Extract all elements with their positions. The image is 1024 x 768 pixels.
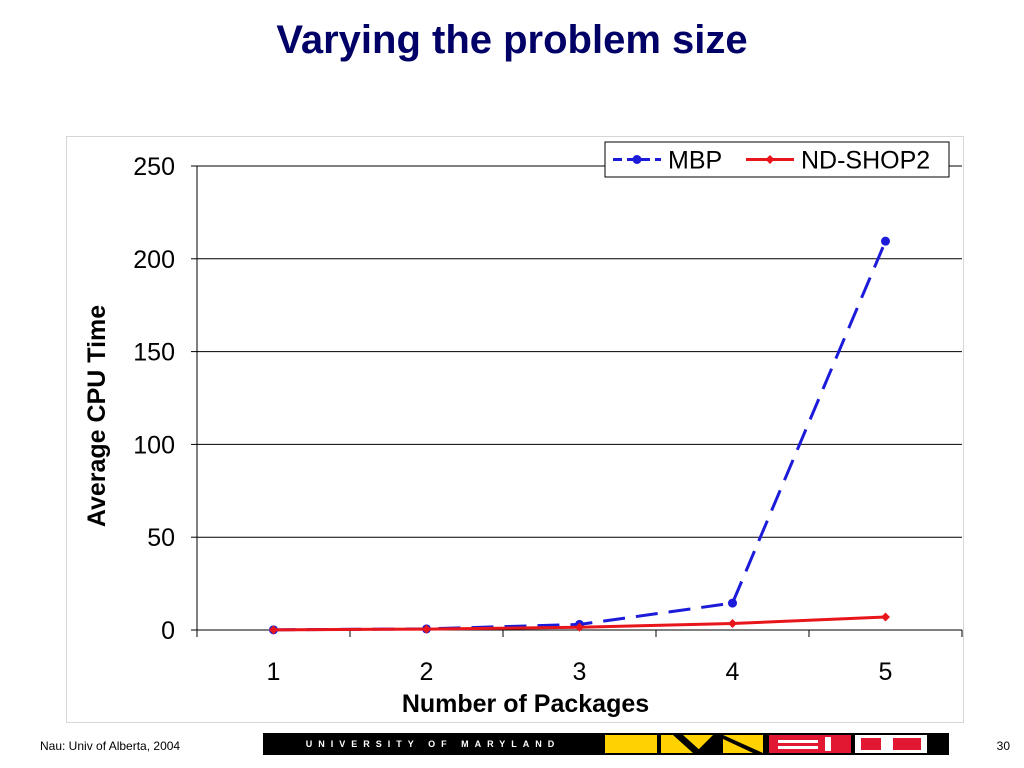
x-tick-label: 1 — [267, 658, 281, 686]
legend-marker-nd-shop2 — [765, 155, 775, 164]
data-point-nd-shop2 — [269, 625, 278, 635]
x-axis-title: Number of Packages — [402, 690, 649, 718]
maryland-flag-icon — [603, 733, 949, 755]
line-chart: 0 50 100 150 200 250 1 2 3 4 5 Number of Packages Av… — [83, 141, 963, 718]
x-tick-label: 5 — [879, 658, 893, 686]
y-tick-label: 0 — [161, 617, 175, 645]
page-number: 30 — [996, 739, 1010, 753]
y-tick-label: 150 — [133, 339, 175, 367]
y-tick-label: 250 — [133, 153, 175, 181]
y-tick-label: 100 — [133, 431, 175, 459]
data-point-nd-shop2 — [422, 624, 431, 634]
chart-frame: 0 50 100 150 200 250 1 2 3 4 5 Number of Packages Av… — [66, 136, 964, 723]
y-tick-label: 200 — [133, 246, 175, 274]
legend-label-mbp: MBP — [668, 147, 722, 175]
data-point-nd-shop2 — [881, 612, 890, 622]
legend-marker-mbp — [632, 155, 642, 164]
legend-label-nd-shop2: ND-SHOP2 — [801, 147, 930, 175]
y-axis-title: Average CPU Time — [83, 305, 111, 527]
data-point-nd-shop2 — [728, 619, 737, 629]
x-tick-label: 3 — [573, 658, 587, 686]
slide-title: Varying the problem size — [276, 18, 748, 62]
series-line-mbp — [273, 240, 887, 632]
x-tick-label: 4 — [726, 658, 740, 686]
university-banner-logo: UNIVERSITY OF MARYLAND — [263, 733, 949, 755]
data-point-mbp — [728, 598, 737, 608]
university-wordmark: UNIVERSITY OF MARYLAND — [305, 739, 561, 749]
y-tick-label: 50 — [147, 524, 175, 552]
footer-source: Nau: Univ of Alberta, 2004 — [40, 739, 181, 753]
data-point-mbp — [881, 236, 890, 246]
x-tick-label: 2 — [420, 658, 434, 686]
data-point-nd-shop2 — [575, 622, 584, 632]
